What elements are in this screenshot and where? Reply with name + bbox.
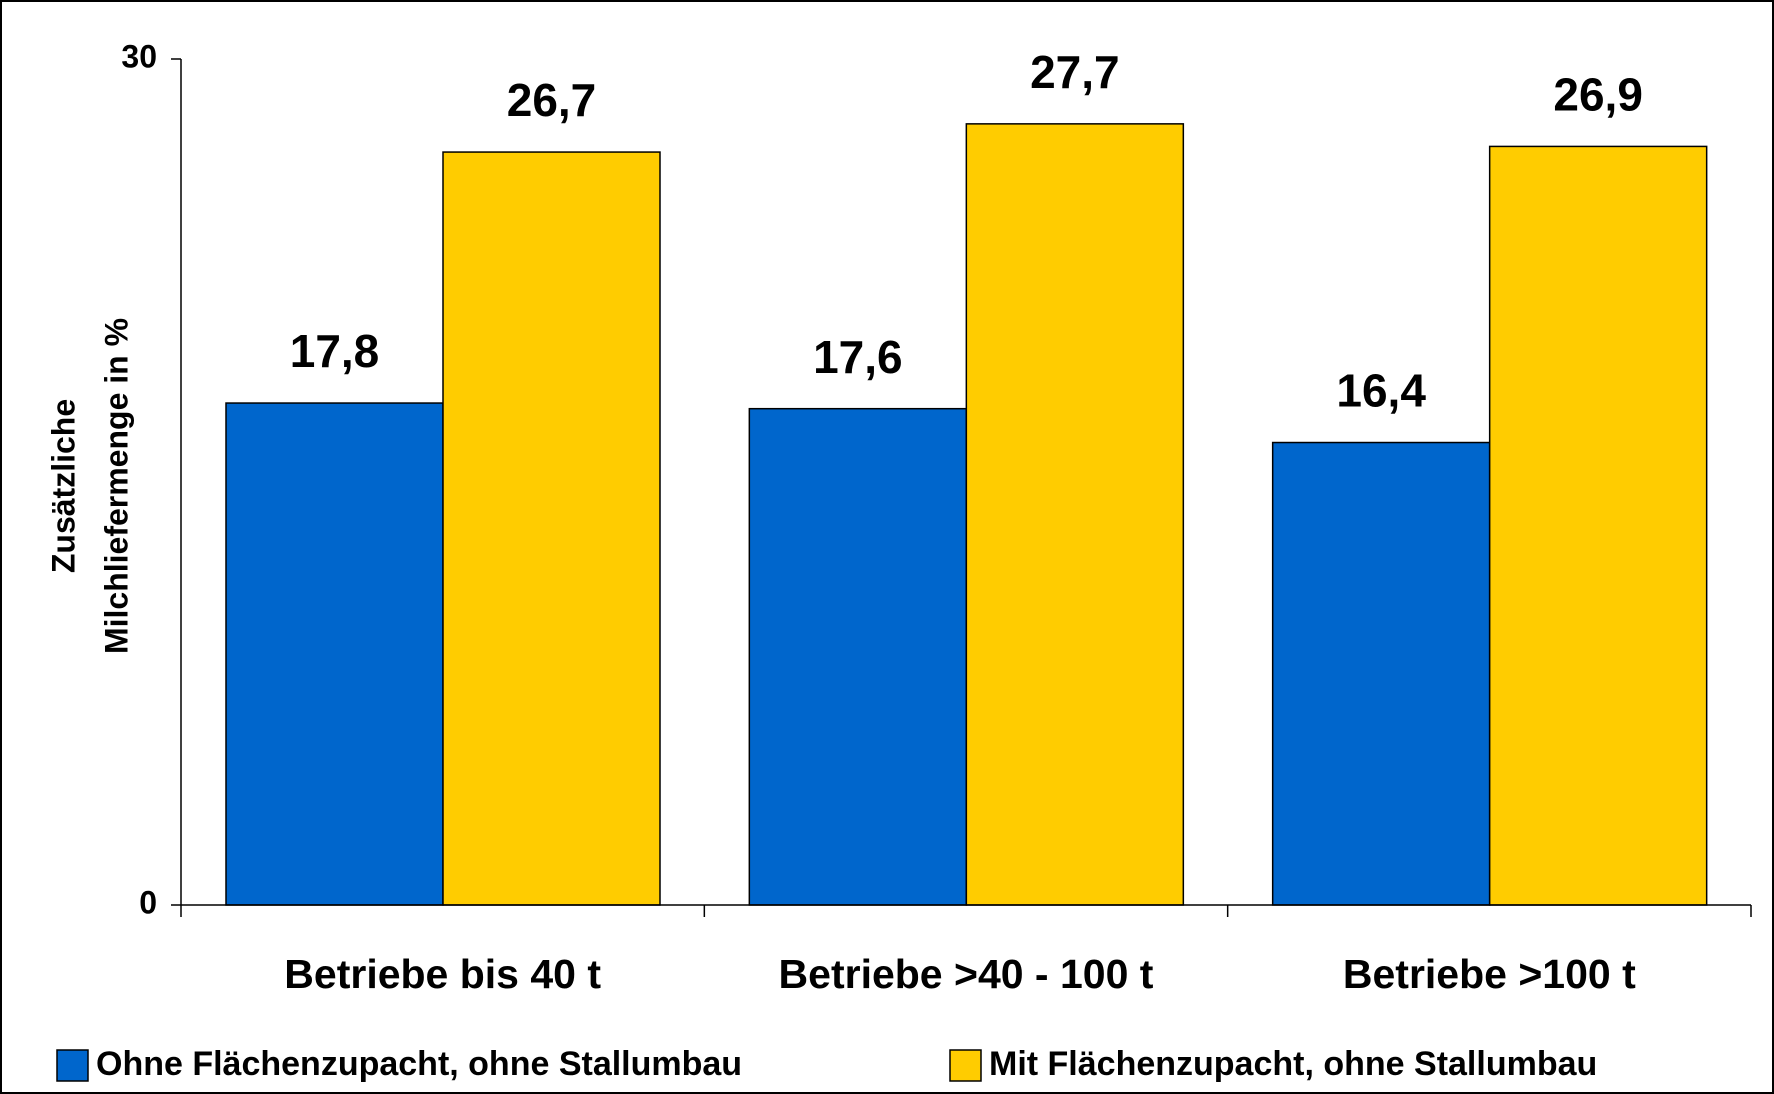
legend-label: Mit Flächenzupacht, ohne Stallumbau xyxy=(989,1045,1597,1083)
bar xyxy=(225,402,444,906)
y-tick-label: 30 xyxy=(121,38,157,74)
value-label: 26,7 xyxy=(507,74,597,126)
value-label: 17,6 xyxy=(813,331,903,383)
x-tick-label: Betriebe >40 - 100 t xyxy=(779,951,1154,997)
y-axis-title: Milchliefermenge in % xyxy=(98,318,134,654)
bar xyxy=(748,407,968,906)
legend-swatch xyxy=(949,1049,982,1082)
bar xyxy=(1488,145,1708,906)
value-label: 17,8 xyxy=(290,325,380,377)
bar xyxy=(965,123,1185,906)
y-tick-label: 0 xyxy=(139,884,157,920)
value-label: 16,4 xyxy=(1336,365,1426,417)
bar xyxy=(1271,441,1491,906)
bar xyxy=(442,151,661,906)
value-label: 27,7 xyxy=(1030,46,1120,98)
legend-label: Ohne Flächenzupacht, ohne Stallumbau xyxy=(96,1045,742,1083)
value-label: 26,9 xyxy=(1553,69,1643,121)
x-tick-label: Betriebe bis 40 t xyxy=(284,951,601,997)
legend-swatch xyxy=(56,1049,89,1082)
x-tick-label: Betriebe >100 t xyxy=(1343,951,1636,997)
y-axis-title: Zusätzliche xyxy=(45,399,81,573)
